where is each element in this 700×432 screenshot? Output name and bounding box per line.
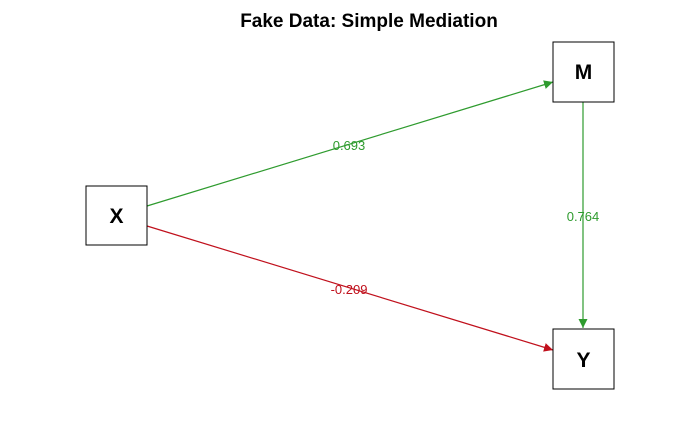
edge-label-m-to-y: 0.764	[567, 209, 600, 224]
node-x-box	[85, 185, 148, 246]
node-y-box	[552, 328, 615, 390]
diagram-title: Fake Data: Simple Mediation	[240, 11, 498, 32]
node-y: Y	[552, 328, 615, 390]
node-y-label: Y	[576, 349, 590, 372]
edge-x-to-y	[146, 225, 554, 352]
edge-label-x-to-m: 0.693	[333, 138, 366, 153]
node-x: X	[85, 185, 148, 246]
node-x-label: X	[109, 205, 123, 228]
edge-label-x-to-y: -0.209	[331, 282, 368, 297]
node-m-box	[552, 41, 615, 103]
node-m-label: M	[575, 61, 593, 84]
node-m: M	[552, 41, 615, 103]
edge-x-to-m	[146, 80, 554, 207]
